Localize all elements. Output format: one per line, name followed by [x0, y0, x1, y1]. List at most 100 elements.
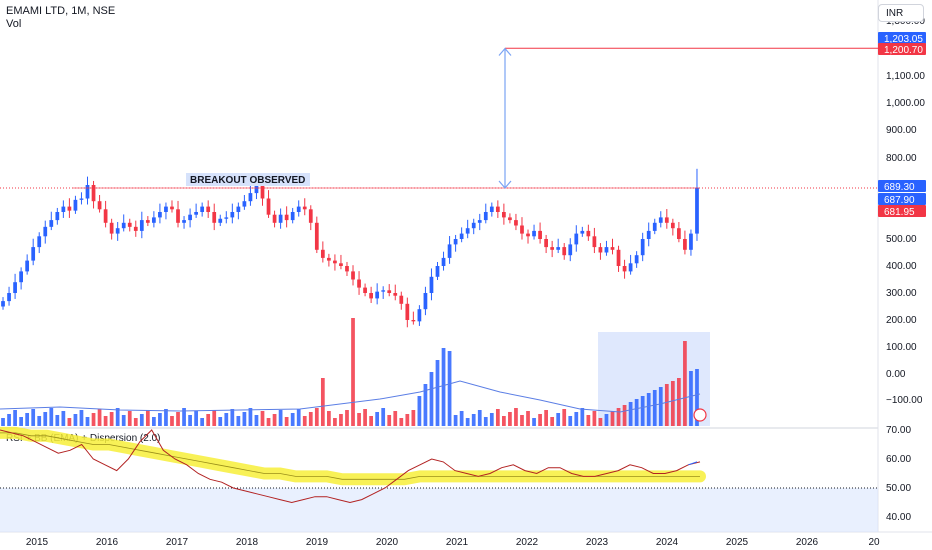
candle[interactable]: [55, 212, 60, 221]
candle[interactable]: [538, 230, 542, 239]
candle[interactable]: [176, 209, 180, 223]
candle[interactable]: [363, 287, 367, 293]
candle[interactable]: [206, 206, 211, 212]
candle[interactable]: [79, 198, 84, 200]
candle[interactable]: [393, 293, 398, 296]
candle[interactable]: [67, 206, 72, 211]
candle[interactable]: [31, 247, 36, 261]
candle[interactable]: [465, 228, 470, 234]
candle[interactable]: [248, 193, 253, 202]
candle[interactable]: [532, 230, 536, 237]
candle[interactable]: [266, 198, 271, 215]
candle[interactable]: [526, 233, 530, 237]
candle[interactable]: [471, 222, 476, 229]
candle[interactable]: [689, 233, 693, 250]
currency-selector[interactable]: INR: [878, 4, 924, 22]
candle[interactable]: [405, 303, 410, 320]
candle[interactable]: [37, 236, 42, 248]
candle[interactable]: [296, 206, 301, 212]
rsi-line[interactable]: [0, 429, 701, 504]
candle[interactable]: [188, 214, 192, 221]
candle[interactable]: [103, 209, 108, 223]
candle[interactable]: [260, 185, 265, 199]
candle[interactable]: [212, 212, 217, 223]
candle[interactable]: [399, 295, 404, 304]
price-pane[interactable]: [0, 0, 878, 428]
candle[interactable]: [453, 239, 458, 245]
candle[interactable]: [49, 220, 54, 227]
candle[interactable]: [284, 214, 289, 221]
candle[interactable]: [314, 222, 319, 250]
candle[interactable]: [695, 187, 699, 234]
candle[interactable]: [224, 217, 229, 219]
candle[interactable]: [339, 263, 343, 266]
candle[interactable]: [145, 220, 150, 223]
candle[interactable]: [139, 220, 144, 231]
candle[interactable]: [97, 201, 102, 210]
candle[interactable]: [357, 279, 361, 288]
candle[interactable]: [115, 228, 120, 234]
candle[interactable]: [327, 257, 331, 261]
candle[interactable]: [550, 247, 555, 250]
candle[interactable]: [562, 247, 567, 256]
candle[interactable]: [345, 266, 349, 272]
candle[interactable]: [634, 255, 639, 264]
candle[interactable]: [604, 247, 609, 253]
candle[interactable]: [290, 212, 295, 221]
candle[interactable]: [351, 271, 355, 280]
candle[interactable]: [242, 201, 247, 207]
candle[interactable]: [459, 233, 464, 239]
candle[interactable]: [381, 290, 386, 292]
candle[interactable]: [628, 263, 633, 272]
candle[interactable]: [91, 185, 96, 202]
candle[interactable]: [489, 206, 494, 212]
candle[interactable]: [158, 212, 162, 218]
candle[interactable]: [441, 257, 446, 266]
candle[interactable]: [670, 222, 675, 229]
candle[interactable]: [664, 217, 669, 223]
candle[interactable]: [429, 276, 434, 293]
candle[interactable]: [43, 226, 48, 237]
candle[interactable]: [610, 247, 615, 250]
candle[interactable]: [308, 209, 313, 223]
candle[interactable]: [574, 233, 579, 245]
candle[interactable]: [502, 212, 506, 218]
candle[interactable]: [152, 217, 156, 223]
candle[interactable]: [520, 225, 524, 234]
candle[interactable]: [592, 236, 597, 248]
candle[interactable]: [109, 222, 114, 234]
candle[interactable]: [417, 309, 422, 322]
candle[interactable]: [278, 214, 283, 223]
candle[interactable]: [683, 239, 687, 250]
candle[interactable]: [435, 266, 440, 277]
candle[interactable]: [544, 239, 548, 248]
candle[interactable]: [483, 212, 488, 221]
candle[interactable]: [121, 222, 126, 229]
candle[interactable]: [568, 244, 573, 256]
candle[interactable]: [254, 185, 259, 194]
candle[interactable]: [127, 222, 132, 227]
candle[interactable]: [598, 247, 603, 253]
candle[interactable]: [85, 185, 90, 199]
candle[interactable]: [411, 320, 416, 322]
candle[interactable]: [25, 260, 30, 272]
candle[interactable]: [320, 249, 325, 258]
candle[interactable]: [1, 301, 5, 307]
candle[interactable]: [375, 291, 380, 299]
candle[interactable]: [164, 206, 168, 212]
candle[interactable]: [218, 218, 223, 223]
candle[interactable]: [423, 293, 428, 310]
candle[interactable]: [73, 199, 78, 211]
candle[interactable]: [616, 249, 621, 266]
candle[interactable]: [369, 293, 373, 299]
candle[interactable]: [556, 247, 561, 250]
candle[interactable]: [677, 228, 681, 239]
candle[interactable]: [133, 226, 138, 231]
candle[interactable]: [652, 222, 657, 231]
candle[interactable]: [387, 290, 392, 293]
candle[interactable]: [236, 206, 241, 212]
candle[interactable]: [230, 212, 235, 218]
candle[interactable]: [170, 206, 174, 210]
candle[interactable]: [447, 244, 452, 258]
